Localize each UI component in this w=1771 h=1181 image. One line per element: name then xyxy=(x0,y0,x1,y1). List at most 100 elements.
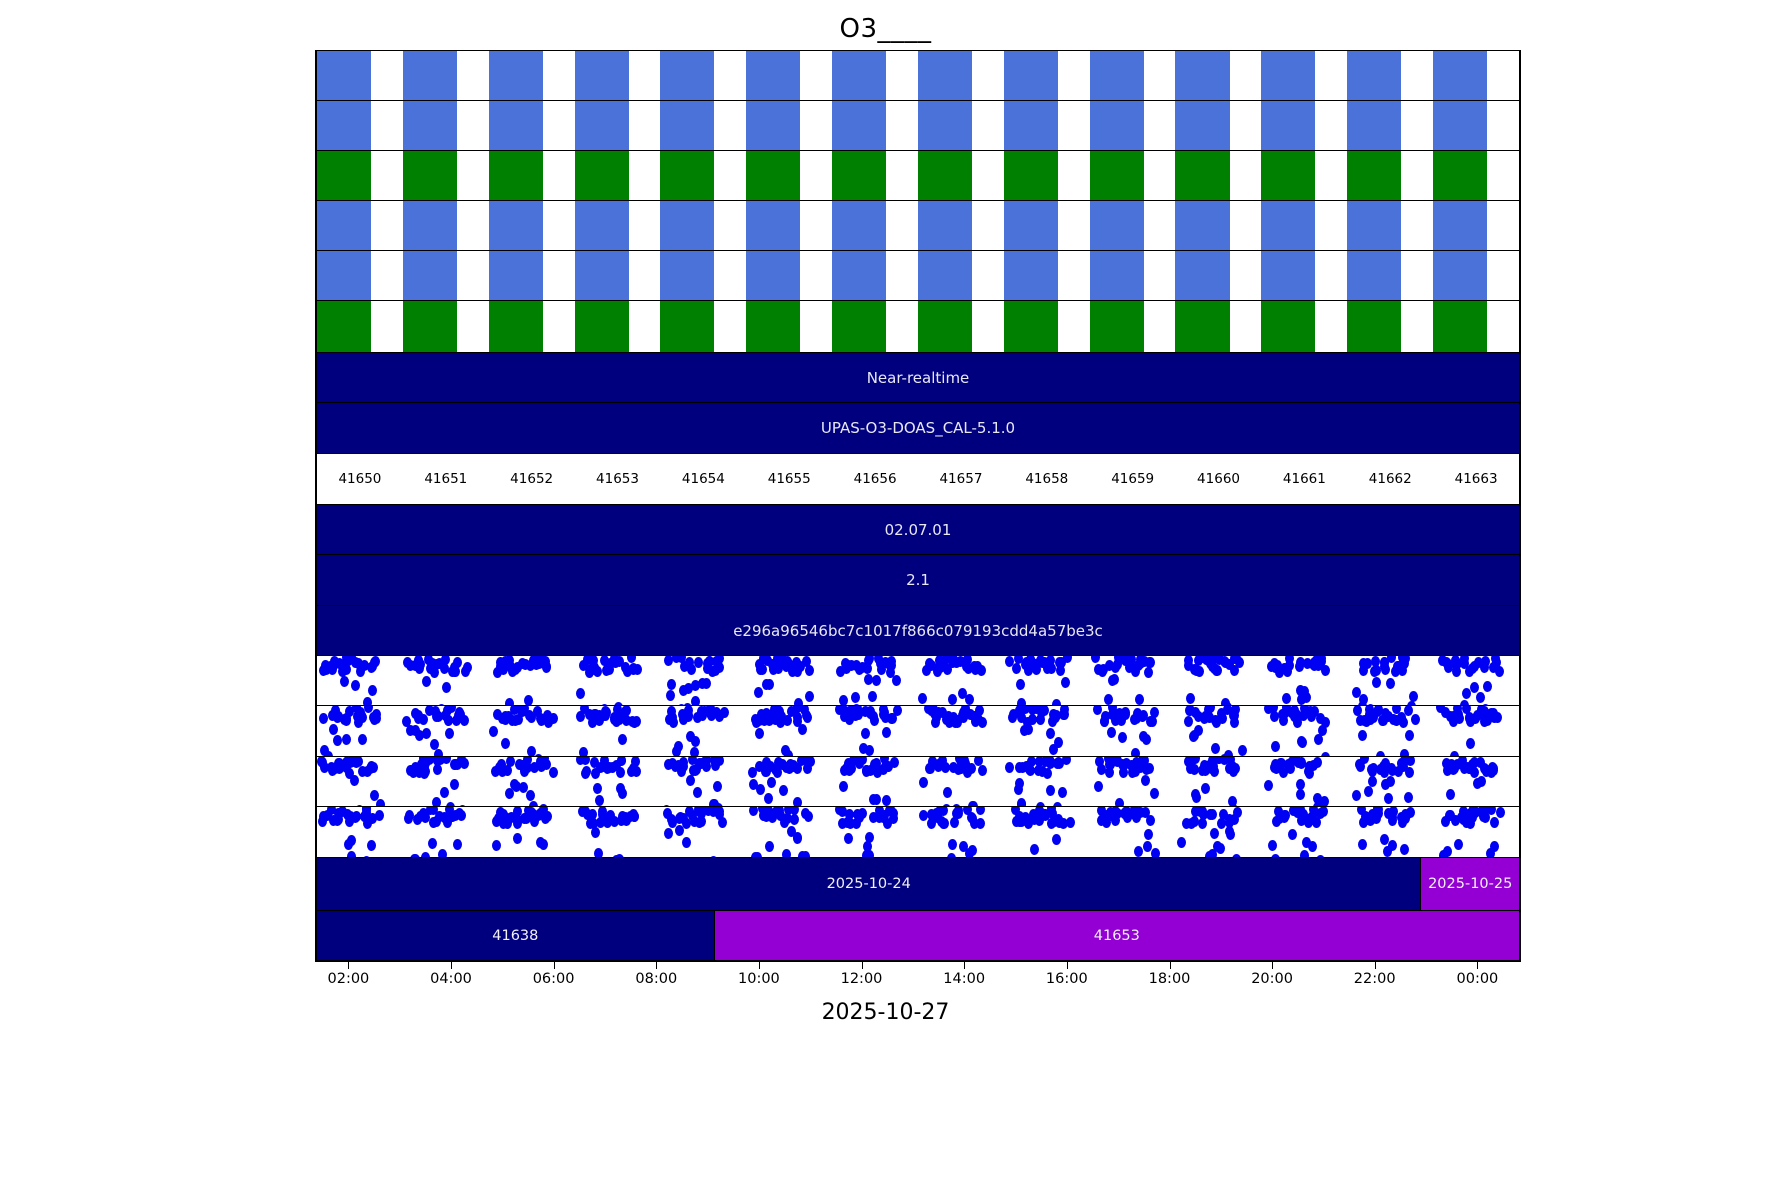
status-block xyxy=(917,301,972,352)
status-block xyxy=(1432,201,1488,250)
status-gap xyxy=(1487,201,1519,250)
scatter-point xyxy=(1285,660,1295,672)
scatter-point xyxy=(1093,706,1103,715)
scatter-point xyxy=(798,724,808,736)
scatter-point xyxy=(588,716,598,728)
scatter-point xyxy=(949,817,959,829)
status-block xyxy=(1432,101,1488,150)
status-block xyxy=(917,201,972,250)
scatter-point xyxy=(793,666,802,678)
scatter-point xyxy=(873,767,883,778)
scatter-point xyxy=(1041,808,1051,820)
scatter-point xyxy=(1358,700,1368,705)
scatter-point xyxy=(344,706,354,718)
scatter-point xyxy=(886,666,896,678)
timeline-row-revision: revisione296a96546bc7c1017f866c079193cdd… xyxy=(315,605,1521,655)
scatter-point xyxy=(1465,818,1475,830)
status-block xyxy=(1003,151,1058,200)
status-block xyxy=(1261,251,1316,300)
scatter-point xyxy=(1485,847,1495,857)
scatter-point xyxy=(791,659,801,671)
scatter-point xyxy=(1462,687,1472,699)
status-block xyxy=(1261,51,1316,100)
scatter-point xyxy=(891,674,901,686)
scatter-point xyxy=(1015,778,1024,790)
status-gap xyxy=(456,201,489,250)
scatter-point xyxy=(844,808,854,820)
status-gap xyxy=(971,251,1004,300)
scatter-point xyxy=(590,767,600,779)
scatter-point xyxy=(772,766,782,778)
status-gap xyxy=(714,251,747,300)
value-bar-text: e296a96546bc7c1017f866c079193cdd4a57be3c xyxy=(733,621,1103,640)
scatter-point xyxy=(689,747,699,756)
scatter-point xyxy=(1096,815,1106,827)
scatter-point xyxy=(935,807,945,818)
scatter-point xyxy=(1219,809,1229,820)
scatter-point xyxy=(498,765,508,777)
scatter-point xyxy=(533,706,542,718)
scatter-point xyxy=(1404,729,1414,741)
x-axis-tick-label: 12:00 xyxy=(840,971,883,987)
status-gap xyxy=(971,301,1004,352)
scatter-point xyxy=(1379,657,1389,669)
scatter-point xyxy=(671,761,681,772)
scatter-point xyxy=(922,664,932,676)
status-gap xyxy=(1057,301,1090,352)
scatter-point xyxy=(711,706,721,718)
scatter-point xyxy=(1029,844,1039,856)
status-block xyxy=(317,151,372,200)
scatter-point xyxy=(767,659,777,671)
scatter-point xyxy=(717,816,727,828)
status-block xyxy=(574,151,629,200)
scatter-point xyxy=(442,757,451,765)
x-axis-tick-label: 16:00 xyxy=(1045,971,1088,987)
x-axis-tick-label: 22:00 xyxy=(1353,971,1396,987)
scatter-point xyxy=(1042,767,1052,779)
scatter-point xyxy=(427,838,437,850)
scatter-point xyxy=(1145,815,1155,827)
scatter-point xyxy=(868,691,878,703)
x-axis-tick-label: 02:00 xyxy=(327,971,370,987)
scatter-point xyxy=(326,661,335,673)
status-gap xyxy=(1057,51,1090,100)
scatter-point xyxy=(616,757,626,766)
scatter-point xyxy=(588,809,598,821)
scatter-point xyxy=(1274,807,1284,818)
scatter-point xyxy=(881,726,891,738)
status-block xyxy=(1003,51,1058,100)
scatter-point xyxy=(588,656,598,666)
scatter-point xyxy=(802,712,812,724)
scatter-point xyxy=(1186,706,1195,716)
scatter-point xyxy=(1054,757,1064,768)
status-block xyxy=(1175,201,1230,250)
scatter-point xyxy=(621,706,631,717)
scatter-point xyxy=(790,813,799,825)
scatter-point xyxy=(1010,807,1020,816)
scatter-point xyxy=(447,706,456,714)
scatter-point xyxy=(632,766,642,778)
scatter-point xyxy=(1047,662,1056,674)
orbit-cell: 41650 xyxy=(338,471,382,487)
scatter-point xyxy=(1268,839,1278,851)
scatter-point xyxy=(443,816,453,828)
scatter-point xyxy=(1126,760,1136,772)
scatter-point xyxy=(685,807,694,818)
scatter-point xyxy=(691,680,701,692)
scatter-point xyxy=(583,656,593,665)
status-gap xyxy=(714,201,747,250)
scatter-point xyxy=(1488,708,1498,719)
scatter-point xyxy=(1277,708,1287,720)
scatter-point xyxy=(792,796,802,806)
scatter-point xyxy=(1117,732,1127,744)
scatter-point xyxy=(623,665,633,677)
scatter-point xyxy=(410,724,420,736)
scatter-point xyxy=(1450,815,1460,827)
status-gap xyxy=(800,301,833,352)
scatter-point xyxy=(847,706,857,714)
status-gap xyxy=(714,51,747,100)
scatter-point xyxy=(758,809,768,821)
scatter-point xyxy=(1190,816,1200,828)
status-block xyxy=(1089,51,1144,100)
status-block xyxy=(1261,151,1316,200)
